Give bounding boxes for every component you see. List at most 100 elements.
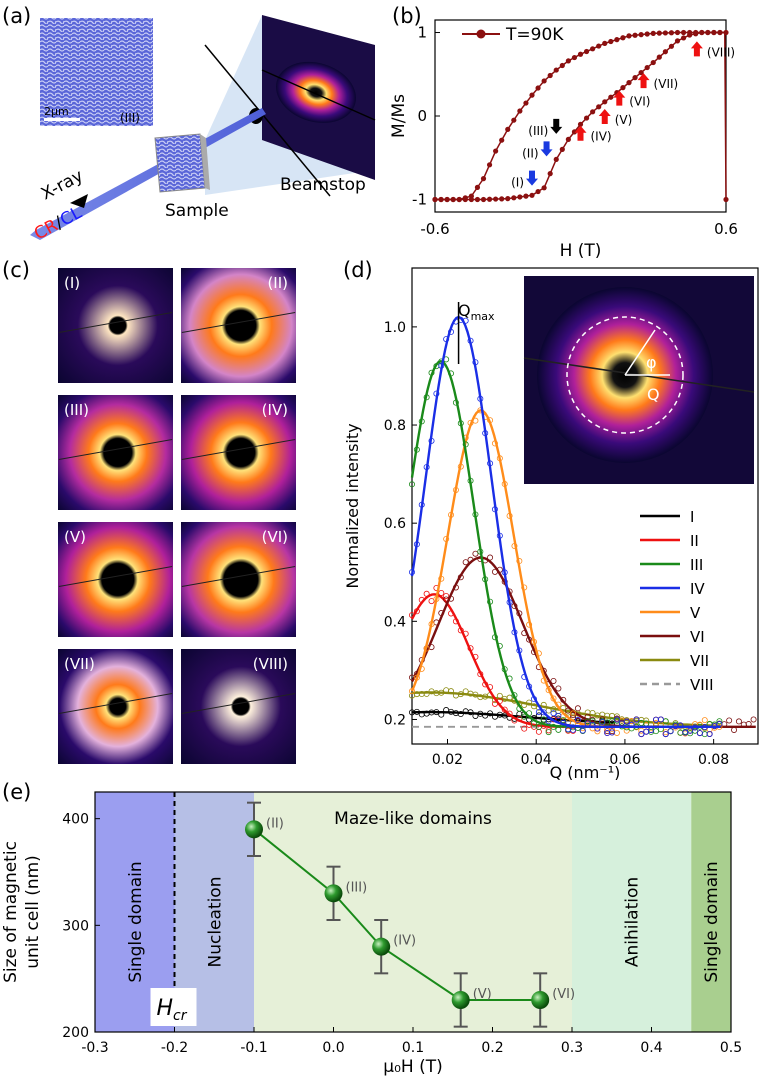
ascending-branch-point — [450, 196, 456, 203]
descending-branch-point — [723, 196, 729, 203]
descending-branch-point — [668, 30, 675, 36]
series-III-point — [409, 481, 416, 488]
marker-label: (III) — [528, 124, 548, 138]
ascending-branch-point — [529, 192, 535, 198]
beamstop-line — [58, 312, 173, 333]
inset-speckle: φ Q — [523, 276, 755, 484]
ascending-branch-point — [565, 136, 571, 142]
x-tick-label: -0.2 — [161, 1040, 188, 1056]
series-IV-point — [570, 726, 577, 733]
ascending-branch-point — [674, 38, 681, 44]
descending-branch-point — [535, 85, 541, 91]
ascending-branch-point — [438, 196, 444, 203]
series-VI-point — [574, 705, 581, 712]
y-tick-label: 1 — [417, 24, 427, 42]
ascending-branch-point — [650, 59, 656, 66]
series-IV-point — [574, 716, 581, 723]
field-arrow-icon — [690, 41, 703, 57]
legend: T=90K — [462, 25, 564, 45]
series-V-point — [613, 729, 620, 736]
hysteresis-chart: -0.6 0.6 -1 0 1 (I) (II) (III) (IV)(V) (VI) (VII)… — [390, 19, 738, 260]
series-IV-point — [643, 728, 650, 735]
field-arrow-icon — [598, 109, 611, 124]
marker-label: (VIII) — [707, 45, 735, 59]
y-tick-label: -1 — [412, 190, 427, 208]
ascending-branch-point — [541, 185, 547, 191]
hcr-box — [150, 988, 197, 1026]
series-IV-point — [540, 709, 547, 716]
ascending-branch-point — [717, 29, 723, 36]
x-axis-label: μ₀H (T) — [383, 1057, 442, 1076]
ascending-branch-point — [656, 54, 662, 60]
y-axis-label: M/Ms — [390, 94, 409, 138]
x-tick-label: 0.04 — [521, 752, 552, 768]
ascending-branch-point — [662, 49, 668, 55]
y-tick-label: 1.0 — [384, 320, 406, 336]
series-III-point — [535, 724, 542, 731]
descending-branch-point — [596, 43, 602, 49]
series-III-point — [677, 729, 684, 736]
panel-label-b: (b) — [392, 4, 422, 28]
series-IV-point — [696, 730, 703, 737]
y-tick-label: 0.2 — [384, 712, 406, 728]
ascending-branch-point — [547, 171, 553, 177]
region-band — [691, 792, 731, 1032]
panel-label-c: (c) — [2, 258, 30, 282]
descending-branch-point — [565, 58, 571, 64]
x-tick-label: 0.6 — [714, 220, 738, 238]
descending-branch-point — [553, 67, 559, 73]
series-III-point — [560, 717, 567, 724]
region-label: Maze-like domains — [334, 809, 492, 829]
point-label: (V) — [473, 987, 492, 1002]
point-label: (III) — [346, 880, 368, 895]
descending-branch-line — [435, 31, 727, 201]
series-VI-point — [599, 716, 606, 723]
point-label: (II) — [266, 816, 284, 831]
ascending-branch-line — [435, 31, 726, 201]
inset-dashed-circle — [566, 316, 684, 434]
legend-marker — [476, 29, 486, 39]
x-tick-label: 0.0 — [322, 1040, 344, 1056]
speckle-tile: (IV) — [181, 395, 296, 510]
x-tick-label: 0.02 — [432, 752, 463, 768]
descending-branch-point — [608, 38, 614, 45]
tile-label: (V) — [64, 528, 86, 546]
ascending-branch-point — [474, 196, 481, 203]
field-arrow-icon — [613, 90, 626, 106]
x-tick-label: 0.2 — [481, 1040, 503, 1056]
x-axis-label: H (T) — [560, 241, 602, 260]
x-axis-label: Q (nm⁻¹) — [550, 763, 621, 780]
ascending-branch-point — [711, 29, 717, 36]
speckle-tile: (II) — [181, 268, 296, 383]
legend-label: T=90K — [505, 25, 564, 45]
ascending-branch-point — [432, 196, 438, 203]
ascending-branch-point — [602, 99, 608, 105]
descending-branch-point — [674, 29, 681, 36]
series-II-point — [443, 592, 450, 599]
ascending-branch-point — [571, 129, 578, 135]
series-VI-point — [472, 550, 479, 557]
series-IV-point — [662, 731, 669, 738]
ascending-branch-point — [632, 75, 638, 81]
series-VI-point — [726, 717, 733, 724]
y-tick-label: 0.8 — [384, 418, 406, 434]
series-IV-point — [633, 716, 640, 723]
beam-arrow-icon — [70, 194, 88, 208]
ascending-branch-point — [626, 80, 632, 86]
series-IV-point — [706, 730, 713, 737]
series-II-point — [428, 598, 435, 605]
ascending-branch-point — [638, 69, 644, 76]
ascending-branch-point — [687, 32, 693, 38]
series-VI-point — [555, 685, 562, 692]
series-IV-line — [410, 315, 721, 729]
descending-branch-point — [583, 48, 590, 55]
series-V-point — [594, 728, 601, 735]
ascending-branch-point — [535, 188, 541, 195]
y-tick-label: 0 — [417, 107, 427, 125]
beamstop-line — [181, 566, 296, 587]
y-tick-label: 200 — [62, 1025, 89, 1041]
ascending-branch-point — [590, 109, 596, 115]
descending-branch-point — [571, 54, 578, 61]
series-VI-point — [550, 677, 557, 684]
marker-label: (II) — [522, 146, 538, 160]
